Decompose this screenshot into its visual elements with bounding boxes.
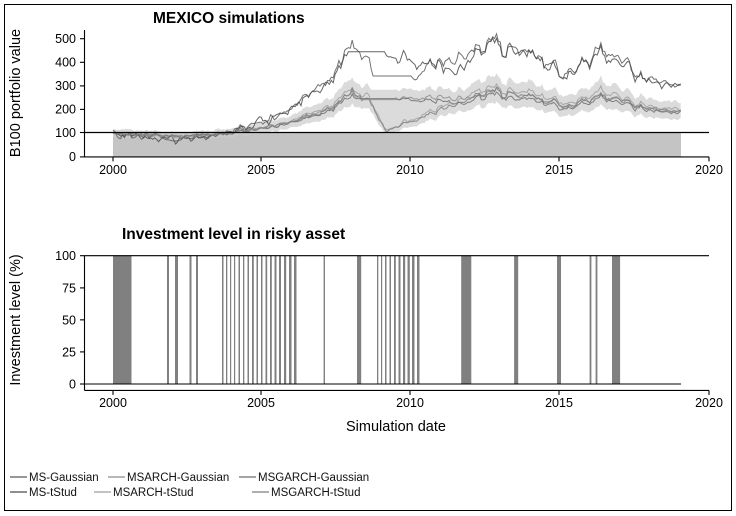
svg-text:2005: 2005 (247, 396, 275, 410)
svg-text:2020: 2020 (695, 163, 723, 177)
svg-text:200: 200 (55, 103, 76, 117)
svg-text:100: 100 (55, 126, 76, 140)
svg-text:MSGARCH-tStud: MSGARCH-tStud (271, 487, 360, 499)
svg-text:0: 0 (69, 378, 76, 392)
svg-text:75: 75 (62, 281, 76, 295)
svg-text:300: 300 (55, 79, 76, 93)
svg-text:MS-Gaussian: MS-Gaussian (29, 472, 99, 484)
svg-text:2010: 2010 (396, 163, 424, 177)
svg-text:400: 400 (55, 56, 76, 70)
svg-text:0: 0 (69, 150, 76, 164)
svg-text:MSGARCH-Gaussian: MSGARCH-Gaussian (258, 472, 369, 484)
svg-text:Simulation date: Simulation date (346, 419, 446, 435)
svg-text:MSARCH-tStud: MSARCH-tStud (113, 487, 194, 499)
svg-text:Investment level (%): Investment level (%) (8, 254, 24, 385)
svg-text:MS-tStud: MS-tStud (29, 487, 77, 499)
svg-text:50: 50 (62, 313, 76, 327)
svg-text:MSARCH-Gaussian: MSARCH-Gaussian (127, 472, 229, 484)
svg-text:2015: 2015 (545, 163, 573, 177)
svg-text:25: 25 (62, 345, 76, 359)
svg-text:Investment level in risky asse: Investment level in risky asset (122, 226, 345, 243)
svg-text:MEXICO simulations: MEXICO simulations (153, 10, 305, 27)
svg-text:2000: 2000 (99, 163, 127, 177)
svg-text:2010: 2010 (396, 396, 424, 410)
svg-text:2005: 2005 (247, 163, 275, 177)
svg-text:B100 portfolio value: B100 portfolio value (8, 29, 24, 157)
svg-text:2015: 2015 (545, 396, 573, 410)
svg-text:500: 500 (55, 32, 76, 46)
svg-text:2000: 2000 (99, 396, 127, 410)
svg-text:2020: 2020 (695, 396, 723, 410)
svg-text:100: 100 (55, 249, 76, 263)
